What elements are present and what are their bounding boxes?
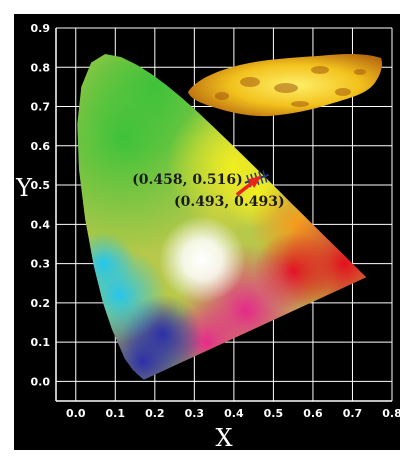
point-marker-hatch: [258, 171, 264, 184]
flame-texture: [335, 88, 351, 96]
flame-texture: [291, 101, 309, 107]
y-tick-label: 0.2: [31, 297, 51, 310]
shift-arrow-head: [247, 175, 262, 188]
flame-texture: [354, 69, 366, 75]
x-tick-label: 0.7: [343, 407, 363, 420]
point-label-0: (0.458, 0.516): [132, 172, 243, 188]
x-tick-label: 0.1: [106, 407, 126, 420]
flame-texture: [274, 83, 298, 93]
y-tick-label: 0.1: [31, 336, 51, 349]
x-tick-label: 0.8: [382, 407, 402, 420]
point-marker-hatch: [262, 170, 268, 183]
x-tick-labels: 0.0 0.1 0.2 0.3 0.4 0.5 0.6 0.7 0.8: [66, 407, 402, 420]
flame-texture: [215, 92, 229, 100]
y-tick-labels: 0.0 0.1 0.2 0.3 0.4 0.5 0.6 0.7 0.8 0.9: [31, 22, 51, 388]
x-tick-label: 0.4: [224, 407, 244, 420]
flame-texture: [311, 66, 329, 74]
y-tick-label: 0.3: [31, 258, 51, 271]
x-tick-label: 0.3: [185, 407, 205, 420]
y-axis-title: Y: [15, 174, 33, 202]
data-marks: (0.458, 0.516) (0.493, 0.493): [132, 170, 285, 210]
y-tick-label: 0.7: [31, 101, 51, 114]
x-tick-label: 0.2: [145, 407, 165, 420]
y-tick-label: 0.0: [31, 375, 51, 388]
y-tick-label: 0.9: [31, 22, 51, 35]
x-tick-label: 0.5: [264, 407, 284, 420]
x-axis-title: X: [215, 424, 232, 452]
plot-axes: [55, 28, 392, 402]
x-tick-label: 0.6: [303, 407, 323, 420]
y-tick-label: 0.4: [31, 218, 51, 231]
y-tick-label: 0.5: [31, 179, 51, 192]
y-tick-label: 0.8: [31, 61, 51, 74]
point-label-1: (0.493, 0.493): [174, 194, 285, 210]
flame-texture: [240, 77, 260, 87]
y-tick-label: 0.6: [31, 140, 51, 153]
flame-image: [188, 54, 383, 117]
color-region: [158, 216, 246, 304]
x-tick-label: 0.0: [66, 407, 86, 420]
